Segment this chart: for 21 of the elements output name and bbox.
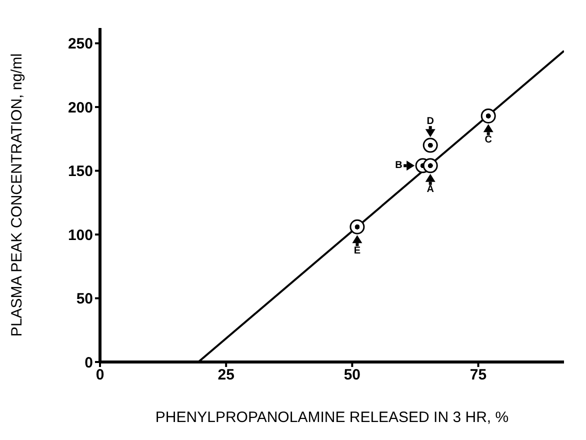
y-tick-label: 250: [68, 36, 93, 53]
point: [422, 138, 438, 153]
annotation: E: [354, 245, 361, 256]
annotation: A: [426, 184, 434, 196]
annotation: B: [395, 160, 402, 172]
x-axis-title: PHENYLPROPANOLAMINE RELEASED IN 3 HR, %: [155, 409, 509, 426]
y-tick-label: 100: [68, 226, 93, 244]
y-tick-label: 50: [76, 290, 93, 308]
y-axis-title: PLASMA PEAK CONCENTRATION, ng/ml: [8, 53, 26, 337]
point: [350, 219, 365, 234]
x-tick-label: 0: [96, 366, 104, 384]
x-tick-label: 75: [470, 366, 487, 384]
point: [422, 158, 438, 174]
x-tick-label: 25: [218, 366, 234, 384]
y-tick-label: 0: [84, 354, 93, 372]
y-tick-label: 200: [68, 99, 93, 116]
y-tick-label: 150: [68, 163, 93, 180]
annotation: D: [426, 116, 434, 127]
annotation: C: [484, 134, 492, 146]
point: [480, 108, 496, 124]
x-tick-label: 50: [344, 366, 361, 384]
